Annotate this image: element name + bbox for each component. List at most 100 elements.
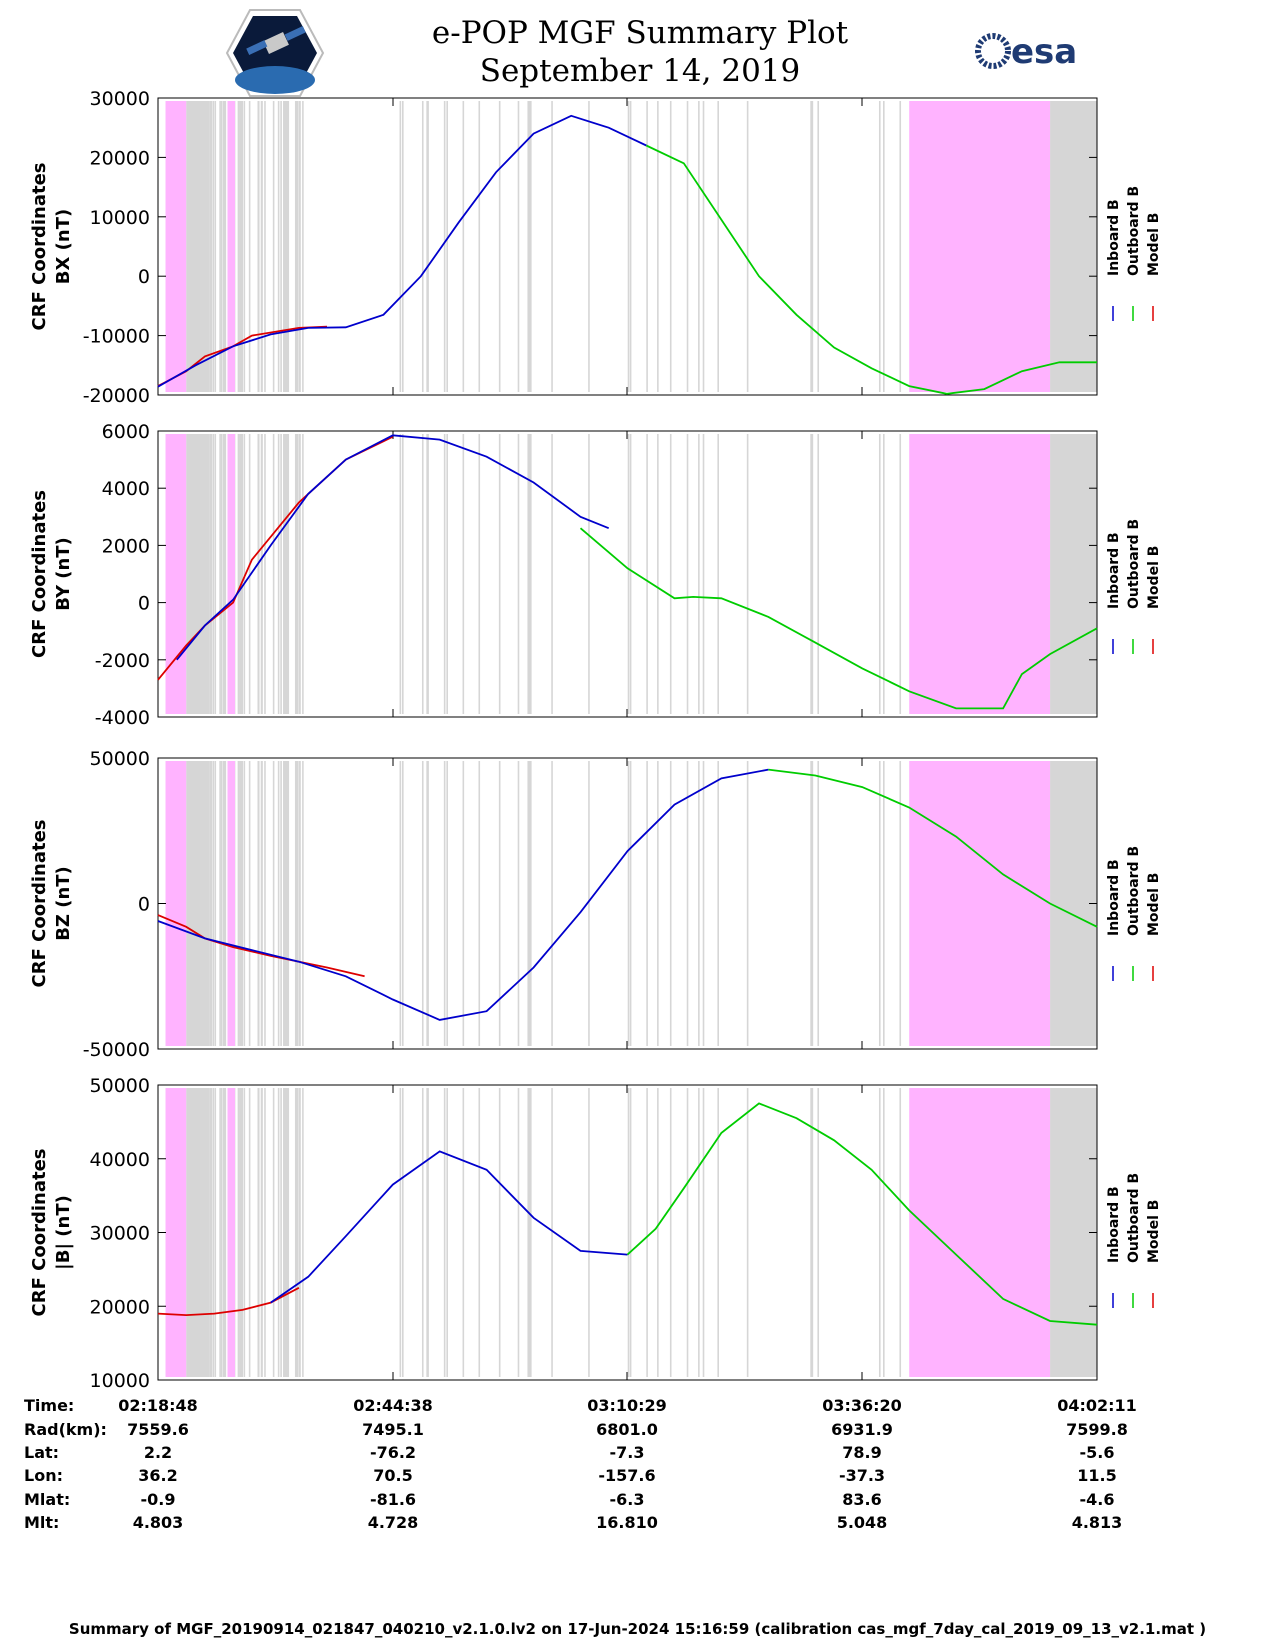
gap-marker [260, 1088, 263, 1377]
table-cell: -37.3 [838, 1466, 886, 1485]
gap-marker [283, 761, 285, 1046]
gap-marker [446, 101, 449, 392]
gap-marker [717, 1088, 719, 1377]
y-tick-label: 10000 [90, 207, 150, 229]
gap-marker [294, 1088, 297, 1377]
gap-marker [277, 1088, 280, 1377]
gap-marker [746, 1088, 749, 1377]
legend-label: Inboard B [1106, 532, 1122, 609]
gap-marker [287, 101, 290, 392]
gap-marker [446, 761, 449, 1046]
gap-marker [243, 761, 246, 1046]
legend-label: Outboard B [1126, 846, 1142, 936]
gap-marker [446, 434, 449, 714]
gap-marker [498, 1088, 501, 1377]
table-cell: -81.6 [369, 1490, 417, 1509]
gap-marker [443, 101, 446, 392]
gap-marker [296, 761, 299, 1046]
y-tick-label: -50000 [83, 1039, 150, 1061]
pink-interval [909, 101, 1051, 392]
gap-marker [551, 1088, 553, 1377]
legend-label: Outboard B [1126, 1173, 1142, 1263]
gap-marker [746, 761, 749, 1046]
legend-label: Model B [1146, 1200, 1162, 1263]
gap-marker [264, 761, 266, 1046]
gap-marker [517, 1088, 520, 1377]
gap-marker [746, 434, 749, 714]
gap-marker [627, 761, 630, 1046]
gap-marker [817, 101, 820, 392]
gap-marker [399, 1088, 402, 1377]
table-cell: 2.2 [143, 1443, 173, 1462]
y-axis-label-line: CRF Coordinates [29, 163, 50, 331]
gap-marker [280, 434, 282, 714]
table-row-label: Mlat: [24, 1490, 71, 1509]
gap-marker [239, 1088, 242, 1377]
gap-marker [698, 1088, 700, 1377]
pink-interval [227, 761, 235, 1046]
table-cell: -157.6 [598, 1466, 656, 1485]
legend-label: Model B [1146, 873, 1162, 936]
gap-marker [257, 101, 260, 392]
table-cell: 02:18:48 [118, 1396, 198, 1415]
gap-marker [214, 101, 217, 392]
legend-label: Inboard B [1106, 859, 1122, 936]
gap-marker [214, 1088, 217, 1377]
pink-interval [165, 761, 187, 1046]
gap-marker [698, 101, 700, 392]
gap-marker [241, 1088, 244, 1377]
series-line-inboard-b [270, 1150, 628, 1304]
gap-marker [517, 434, 520, 714]
gap-marker [248, 434, 251, 714]
gap-marker [702, 1088, 705, 1377]
y-tick-label: 10000 [90, 1370, 150, 1392]
gap-marker [220, 434, 223, 714]
gap-marker [426, 761, 428, 1046]
gap-marker [248, 101, 251, 392]
table-cell: 03:10:29 [587, 1396, 667, 1415]
gap-marker [527, 101, 530, 392]
y-tick-label: 4000 [102, 478, 150, 500]
table-cell: -7.3 [609, 1443, 645, 1462]
pink-interval [165, 101, 187, 392]
gap-marker [238, 434, 240, 714]
gap-marker [657, 761, 659, 1046]
gap-marker [286, 434, 288, 714]
gap-marker [280, 101, 282, 392]
table-cell: 7495.1 [362, 1420, 424, 1439]
gap-marker [811, 761, 814, 1046]
gap-marker [883, 761, 885, 1046]
esa-logo-icon: esa [975, 32, 1077, 72]
y-tick-label: 20000 [90, 147, 150, 169]
table-cell: -76.2 [369, 1443, 417, 1462]
esa-logo-text: esa [1011, 32, 1077, 72]
table-cell: 04:02:11 [1057, 1396, 1137, 1415]
gap-marker [517, 101, 520, 392]
table-row-label: Time: [24, 1396, 75, 1415]
gap-marker [280, 761, 282, 1046]
gap-marker [224, 761, 227, 1046]
gap-marker [220, 101, 223, 392]
table-row: Lat: 2.2 -76.2 -7.3 78.9 -5.6 [0, 1443, 1275, 1467]
gap-marker [646, 1088, 648, 1377]
plot-title-block: e-POP MGF Summary Plot September 14, 201… [380, 14, 900, 90]
gap-marker [209, 761, 212, 1046]
gap-marker [530, 761, 532, 1046]
gap-marker [402, 101, 404, 392]
chart-panel-3: 50000 0 -50000 CRF Coordinates BZ (nT) Inboar… [29, 748, 1162, 1061]
gap-marker [810, 761, 812, 1046]
gap-marker [257, 434, 260, 714]
gap-marker [212, 101, 215, 392]
gap-marker [527, 761, 530, 1046]
gap-marker [222, 434, 225, 714]
gap-marker [294, 101, 297, 392]
gap-marker [287, 761, 290, 1046]
gap-marker [298, 434, 301, 714]
gap-marker [238, 761, 240, 1046]
gap-marker [264, 101, 266, 392]
series-line-outboard-b [579, 527, 1098, 710]
gap-marker [272, 1088, 275, 1377]
gap-marker [427, 1088, 429, 1377]
table-cell: 36.2 [138, 1466, 178, 1485]
gap-marker [517, 761, 520, 1046]
